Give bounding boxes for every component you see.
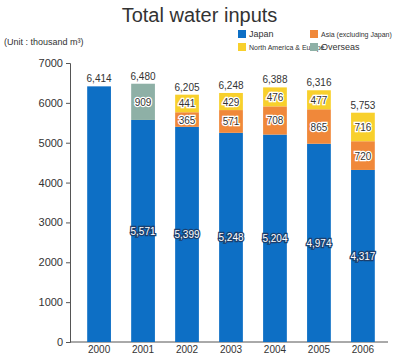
- total-label: 6,414: [87, 73, 112, 84]
- x-tick: 2000: [88, 342, 111, 355]
- data-label: 708: [267, 115, 284, 126]
- bar-segment: [131, 84, 155, 120]
- y-tick-mark: [66, 103, 70, 104]
- x-tick: 2004: [264, 342, 287, 355]
- data-label: 365: [179, 115, 196, 126]
- data-label: 720: [355, 151, 372, 162]
- data-label: 716: [355, 122, 372, 133]
- x-tick: 2006: [352, 342, 375, 355]
- data-label: 865: [311, 122, 328, 133]
- bar-segment: [219, 93, 243, 110]
- y-tick-label: 1000: [39, 296, 63, 308]
- y-tick-mark: [66, 63, 70, 64]
- data-label: 909: [135, 97, 152, 108]
- y-tick: 7000: [39, 57, 70, 69]
- bars: [87, 84, 375, 342]
- bar-segment: [263, 106, 287, 134]
- y-tick: 2000: [39, 256, 70, 268]
- total-label: 6,316: [306, 77, 331, 88]
- total-label: 6,388: [262, 74, 287, 85]
- x-tick: 2005: [308, 342, 331, 355]
- y-tick: 4000: [39, 177, 70, 189]
- y-tick-mark: [66, 143, 70, 144]
- y-tick-mark: [66, 183, 70, 184]
- data-label: 5,399: [175, 229, 200, 240]
- legend-item: Japan: [238, 29, 274, 39]
- y-tick-label: 5000: [39, 137, 63, 149]
- data-label: 441: [179, 98, 196, 109]
- bar-segment: [351, 141, 375, 170]
- x-tick-label: 2004: [264, 344, 287, 355]
- data-label: 5,571: [131, 226, 156, 237]
- total-label: 6,480: [131, 71, 156, 82]
- bar-segment: [87, 86, 111, 342]
- data-labels: 5,571 5,399 5,248 5,204 4,974 4,317 365 571 708 8…: [87, 71, 376, 262]
- y-tick: 1000: [39, 296, 70, 308]
- y-tick-label: 4000: [39, 177, 63, 189]
- y-tick-label: 7000: [39, 57, 63, 69]
- y-tick: 3000: [39, 216, 70, 228]
- total-label: 6,205: [175, 82, 200, 93]
- legend-item: North America & Europe: [238, 43, 325, 52]
- data-label: 571: [223, 116, 240, 127]
- y-tick-label: 2000: [39, 256, 63, 268]
- legend-item: Overseas: [310, 42, 360, 52]
- bar-segment: [219, 110, 243, 133]
- x-axis: 2000 2001 2002 2003 2004 2005 2006: [70, 342, 388, 355]
- data-label: 4,317: [350, 251, 375, 262]
- x-tick-label: 2005: [308, 344, 331, 355]
- legend-label: Asia (excluding Japan): [321, 31, 392, 39]
- data-label: 5,248: [218, 232, 243, 243]
- y-tick: 0: [57, 336, 70, 348]
- data-label: 476: [267, 92, 284, 103]
- data-label: 429: [223, 97, 240, 108]
- legend-swatch: [310, 30, 318, 38]
- y-tick-label: 3000: [39, 216, 63, 228]
- x-tick-label: 2000: [88, 344, 111, 355]
- y-tick-mark: [66, 222, 70, 223]
- bar-segment: [175, 112, 199, 127]
- chart: Total water inputs (Unit : thousand m³) 0 1…: [0, 0, 399, 357]
- x-tick-label: 2006: [352, 344, 375, 355]
- bar-segment: [263, 87, 287, 106]
- legend-swatch: [310, 43, 318, 51]
- legend-label: North America & Europe: [249, 44, 325, 52]
- bar-segment: [351, 113, 375, 142]
- title: Total water inputs: [122, 4, 278, 26]
- y-tick-mark: [66, 262, 70, 263]
- x-tick-label: 2002: [176, 344, 199, 355]
- x-tick: 2003: [220, 342, 243, 355]
- legend-label: Overseas: [321, 42, 360, 52]
- bar-segment: [307, 109, 331, 143]
- total-label: 5,753: [350, 100, 375, 111]
- y-tick-mark: [66, 302, 70, 303]
- x-tick-label: 2001: [132, 344, 155, 355]
- y-axis-label: (Unit : thousand m³): [4, 37, 84, 47]
- data-label: 4,974: [306, 238, 331, 249]
- x-tick: 2002: [176, 342, 199, 355]
- y-tick: 5000: [39, 137, 70, 149]
- y-tick: 6000: [39, 97, 70, 109]
- legend-swatch: [238, 43, 246, 51]
- legend-item: Asia (excluding Japan): [310, 30, 392, 39]
- bar-segment: [175, 95, 199, 113]
- bar-segment: [307, 90, 331, 109]
- y-tick-mark: [66, 342, 70, 343]
- y-axis: 0 1000 2000 3000 4000 5000 6000 7000: [39, 57, 71, 348]
- y-axis-line: [66, 64, 71, 343]
- y-tick-label: 6000: [39, 97, 63, 109]
- legend: Japan Asia (excluding Japan) North America…: [238, 29, 392, 52]
- data-label: 5,204: [262, 233, 287, 244]
- legend-label: Japan: [249, 29, 274, 39]
- total-label: 6,248: [218, 80, 243, 91]
- x-tick: 2001: [132, 342, 155, 355]
- y-tick-label: 0: [57, 336, 63, 348]
- legend-swatch: [238, 30, 246, 38]
- data-label: 477: [311, 95, 328, 106]
- x-tick-label: 2003: [220, 344, 243, 355]
